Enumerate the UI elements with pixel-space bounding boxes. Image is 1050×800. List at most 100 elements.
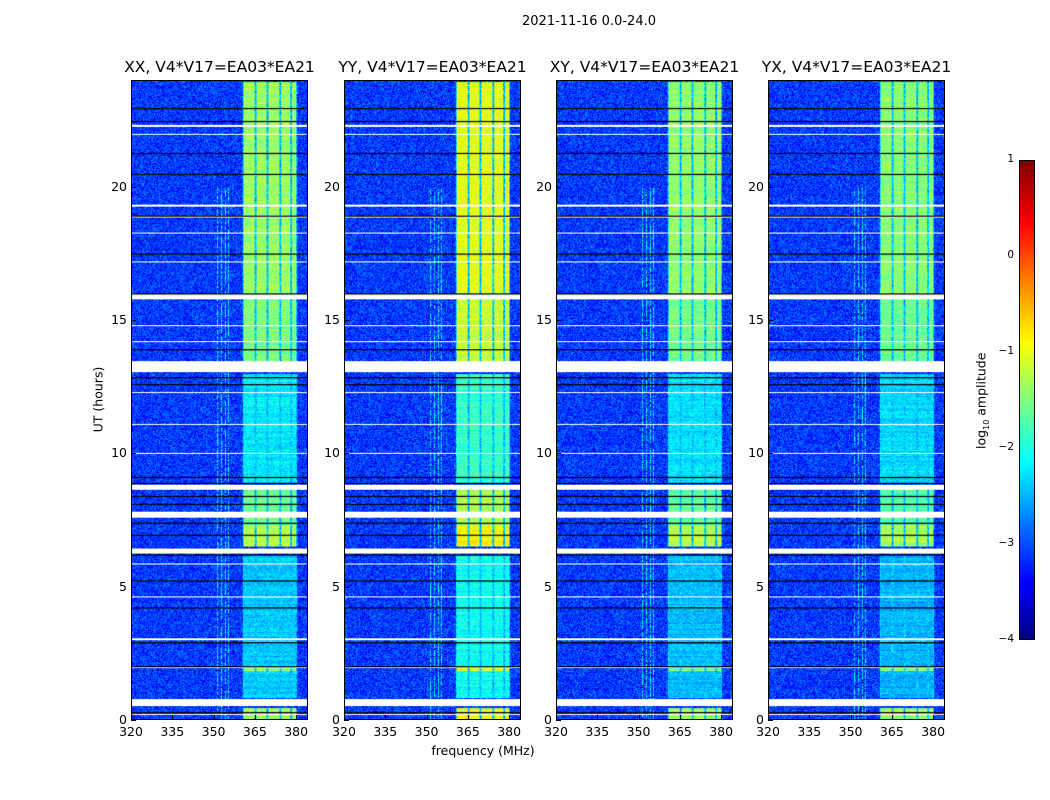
x-tick-mark bbox=[638, 715, 640, 720]
x-tick-mark bbox=[385, 715, 387, 720]
heatmap-image bbox=[132, 81, 307, 719]
colorbar-tick-label: −3 bbox=[998, 537, 1014, 549]
heatmap-image bbox=[557, 81, 732, 719]
heatmap-panel bbox=[556, 80, 733, 720]
y-tick-mark bbox=[768, 586, 773, 588]
y-tick-label: 15 bbox=[536, 312, 552, 327]
y-tick-mark bbox=[131, 586, 136, 588]
x-tick-label: 320 bbox=[756, 724, 780, 739]
panel-title: YX, V4*V17=EA03*EA21 bbox=[761, 58, 952, 76]
y-tick-label: 20 bbox=[324, 178, 340, 194]
x-tick-mark bbox=[296, 715, 298, 720]
y-tick-mark bbox=[556, 720, 561, 721]
y-tick-mark bbox=[556, 186, 561, 188]
x-tick-mark bbox=[933, 715, 935, 720]
x-tick-mark bbox=[344, 715, 345, 720]
figure-title: 2021-11-16 0.0-24.0 bbox=[522, 14, 656, 29]
x-tick-label: 335 bbox=[160, 724, 185, 739]
x-tick-label: 335 bbox=[373, 724, 398, 739]
heatmap-panel bbox=[344, 80, 521, 720]
x-tick-mark bbox=[721, 715, 723, 720]
y-tick-label: 5 bbox=[332, 578, 340, 594]
colorbar-tick-label: 1 bbox=[1007, 153, 1014, 165]
x-tick-label: 365 bbox=[242, 724, 267, 739]
heatmap-panel bbox=[131, 80, 308, 720]
x-tick-mark bbox=[213, 715, 215, 720]
y-tick-label: 0 bbox=[119, 712, 127, 727]
x-tick-mark bbox=[467, 715, 469, 720]
x-tick-label: 350 bbox=[626, 724, 651, 739]
panel-title: XX, V4*V17=EA03*EA21 bbox=[124, 58, 315, 76]
x-tick-mark bbox=[556, 715, 557, 720]
x-tick-label: 335 bbox=[797, 724, 822, 739]
y-tick-mark bbox=[768, 320, 773, 321]
x-tick-label: 320 bbox=[119, 724, 143, 739]
y-tick-label: 10 bbox=[748, 445, 764, 461]
x-axis-label: frequency (MHz) bbox=[431, 743, 535, 758]
y-tick-mark bbox=[768, 186, 773, 188]
panel-title: XY, V4*V17=EA03*EA21 bbox=[549, 58, 740, 76]
y-tick-label: 5 bbox=[544, 578, 552, 594]
x-tick-label: 380 bbox=[284, 724, 309, 739]
x-tick-label: 380 bbox=[709, 724, 734, 739]
y-tick-label: 0 bbox=[544, 712, 552, 727]
panel-title: YY, V4*V17=EA03*EA21 bbox=[338, 58, 527, 76]
x-tick-mark bbox=[891, 715, 893, 720]
y-tick-label: 10 bbox=[536, 445, 552, 461]
x-tick-mark bbox=[768, 715, 769, 720]
y-tick-label: 0 bbox=[332, 712, 340, 727]
y-tick-mark bbox=[768, 453, 773, 455]
y-tick-mark bbox=[344, 320, 349, 321]
heatmap-image bbox=[769, 81, 944, 719]
y-tick-label: 10 bbox=[111, 445, 127, 461]
y-tick-label: 20 bbox=[111, 178, 127, 194]
y-tick-label: 15 bbox=[324, 312, 340, 327]
x-tick-label: 350 bbox=[838, 724, 863, 739]
x-tick-label: 365 bbox=[667, 724, 692, 739]
x-tick-mark bbox=[679, 715, 681, 720]
y-tick-mark bbox=[556, 453, 561, 455]
x-tick-label: 350 bbox=[414, 724, 439, 739]
y-tick-mark bbox=[344, 453, 349, 455]
colorbar-tick-label: −4 bbox=[998, 633, 1014, 645]
colorbar-tick-label: −1 bbox=[998, 345, 1014, 357]
y-tick-mark bbox=[131, 720, 136, 721]
x-tick-label: 320 bbox=[332, 724, 356, 739]
y-tick-label: 0 bbox=[756, 712, 764, 727]
y-tick-label: 10 bbox=[324, 445, 340, 461]
x-tick-mark bbox=[172, 715, 174, 720]
x-tick-label: 380 bbox=[497, 724, 522, 739]
y-tick-mark bbox=[131, 186, 136, 188]
x-tick-mark bbox=[254, 715, 256, 720]
x-tick-mark bbox=[509, 715, 511, 720]
y-axis-label: UT (hours) bbox=[90, 366, 106, 433]
y-tick-mark bbox=[344, 586, 349, 588]
y-tick-label: 15 bbox=[748, 312, 764, 327]
colorbar-tick-label: −2 bbox=[998, 441, 1014, 453]
colorbar-tick-label: 0 bbox=[1007, 249, 1014, 261]
y-tick-mark bbox=[131, 453, 136, 455]
y-tick-mark bbox=[131, 320, 136, 321]
x-tick-mark bbox=[809, 715, 811, 720]
colorbar bbox=[1019, 160, 1035, 640]
x-tick-label: 320 bbox=[544, 724, 568, 739]
x-tick-label: 365 bbox=[455, 724, 480, 739]
y-tick-mark bbox=[556, 320, 561, 321]
x-tick-label: 350 bbox=[201, 724, 226, 739]
y-tick-label: 20 bbox=[536, 178, 552, 194]
y-tick-label: 15 bbox=[111, 312, 127, 327]
x-tick-mark bbox=[131, 715, 132, 720]
x-tick-mark bbox=[426, 715, 428, 720]
x-tick-label: 335 bbox=[585, 724, 610, 739]
heatmap-image bbox=[345, 81, 520, 719]
x-tick-mark bbox=[597, 715, 599, 720]
x-tick-mark bbox=[850, 715, 852, 720]
y-tick-mark bbox=[344, 720, 349, 721]
x-tick-label: 380 bbox=[921, 724, 946, 739]
y-tick-mark bbox=[344, 186, 349, 188]
y-tick-label: 20 bbox=[748, 178, 764, 194]
y-tick-mark bbox=[556, 586, 561, 588]
y-tick-mark bbox=[768, 720, 773, 721]
x-tick-label: 365 bbox=[879, 724, 904, 739]
